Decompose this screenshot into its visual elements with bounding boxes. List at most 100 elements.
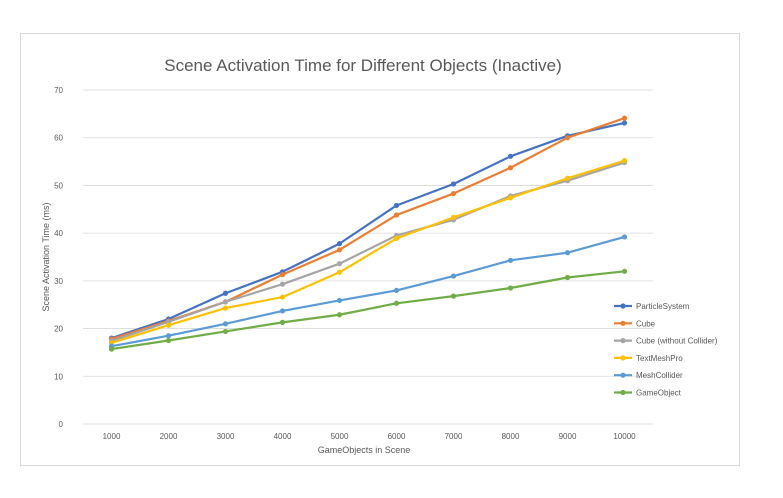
legend-marker-meshcollider (620, 372, 626, 378)
x-tick-10000: 10000 (613, 432, 636, 441)
data-point-textmeshpro-7000 (450, 214, 457, 220)
data-point-meshcollider-9000 (564, 250, 571, 256)
data-point-gameobject-6000 (393, 300, 400, 306)
line-chart: Scene Activation Time for Different Obje… (41, 56, 718, 455)
legend-label-cube-without-collider: Cube (without Collider) (636, 337, 718, 346)
data-point-meshcollider-6000 (393, 287, 400, 293)
series-lines (108, 115, 628, 352)
y-tick-50: 50 (54, 181, 63, 190)
data-point-gameobject-7000 (450, 293, 457, 299)
x-tick-7000: 7000 (445, 432, 463, 441)
data-point-meshcollider-10000 (621, 234, 628, 240)
series-cube (108, 115, 628, 342)
data-point-particlesystem-7000 (450, 181, 457, 187)
data-point-textmeshpro-8000 (507, 195, 514, 201)
data-point-particlesystem-3000 (222, 290, 229, 296)
series-meshcollider (108, 234, 628, 349)
x-tick-8000: 8000 (502, 432, 520, 441)
x-tick-3000: 3000 (217, 432, 235, 441)
legend-label-cube: Cube (636, 319, 656, 328)
legend-marker-cube-without-collider (620, 338, 626, 344)
x-tick-labels: 1000 2000 3000 4000 5000 6000 7000 8000 9000 1000… (103, 432, 637, 441)
data-point-textmeshpro-6000 (393, 235, 400, 241)
data-point-gameobject-10000 (621, 268, 628, 274)
legend-item-meshcollider: MeshCollider (614, 371, 683, 380)
legend-label-particlesystem: ParticleSystem (636, 302, 690, 311)
data-point-cube-6000 (393, 212, 400, 218)
data-point-meshcollider-2000 (165, 333, 172, 339)
y-tick-40: 40 (54, 229, 63, 238)
data-point-cube-4000 (279, 272, 286, 278)
x-tick-6000: 6000 (388, 432, 406, 441)
y-tick-0: 0 (59, 420, 64, 429)
data-point-cube-9000 (564, 135, 571, 141)
legend-item-textmeshpro: TextMeshPro (614, 354, 683, 363)
series-line-particlesystem (110, 121, 626, 340)
y-axis-label: Scene Activation Time (ms) (41, 202, 51, 311)
legend-label-meshcollider: MeshCollider (636, 371, 683, 380)
series-line-cube (110, 117, 626, 341)
data-point-cube-10000 (621, 115, 628, 121)
data-point-gameobject-5000 (336, 312, 343, 318)
data-point-cube-without-collider-3000 (222, 299, 229, 305)
data-point-meshcollider-4000 (279, 308, 286, 314)
data-point-gameobject-3000 (222, 328, 229, 335)
data-point-textmeshpro-4000 (279, 294, 286, 300)
series-line-textmeshpro (110, 159, 626, 344)
y-tick-60: 60 (54, 134, 63, 143)
y-tick-70: 70 (54, 86, 63, 95)
data-point-gameobject-2000 (165, 337, 172, 344)
data-point-cube-without-collider-4000 (279, 281, 286, 287)
series-particlesystem (108, 120, 628, 341)
legend: ParticleSystem Cube Cube (without Collider… (614, 302, 718, 398)
data-point-gameobject-4000 (279, 319, 286, 325)
data-point-textmeshpro-3000 (222, 305, 229, 311)
y-tick-labels: 0 10 20 30 40 50 60 70 (54, 86, 63, 429)
data-point-meshcollider-7000 (450, 273, 457, 279)
x-tick-2000: 2000 (160, 432, 178, 441)
data-point-cube-5000 (336, 247, 343, 253)
y-tick-10: 10 (54, 372, 63, 381)
y-tick-20: 20 (54, 325, 63, 334)
legend-item-particlesystem: ParticleSystem (614, 302, 690, 311)
legend-marker-textmeshpro (620, 355, 626, 361)
data-point-particlesystem-8000 (507, 153, 514, 159)
data-point-textmeshpro-5000 (336, 269, 343, 275)
x-tick-9000: 9000 (559, 432, 577, 441)
data-point-cube-without-collider-5000 (336, 261, 343, 267)
data-point-particlesystem-6000 (393, 202, 400, 209)
y-tick-30: 30 (54, 277, 63, 286)
data-point-particlesystem-5000 (336, 241, 343, 247)
chart-frame: Scene Activation Time for Different Obje… (20, 33, 740, 466)
chart-title: Scene Activation Time for Different Obje… (164, 56, 561, 75)
legend-item-gameobject: GameObject (614, 389, 682, 398)
data-point-particlesystem-10000 (621, 120, 628, 126)
legend-marker-cube (620, 320, 626, 326)
series-cube-without-collider (108, 159, 628, 344)
legend-label-textmeshpro: TextMeshPro (636, 354, 683, 363)
legend-item-cube: Cube (614, 319, 656, 328)
data-point-cube-7000 (450, 190, 457, 197)
series-line-meshcollider (110, 235, 626, 348)
x-axis-label: GameObjects in Scene (318, 445, 411, 455)
data-point-gameobject-9000 (564, 274, 571, 281)
data-point-meshcollider-3000 (222, 321, 229, 327)
data-point-cube-8000 (507, 165, 514, 171)
data-point-meshcollider-5000 (336, 297, 343, 304)
legend-label-gameobject: GameObject (636, 389, 682, 398)
legend-item-cube-without-collider: Cube (without Collider) (614, 337, 718, 346)
data-point-textmeshpro-10000 (621, 158, 628, 164)
x-tick-5000: 5000 (331, 432, 349, 441)
data-point-textmeshpro-9000 (564, 175, 571, 181)
series-gameobject (108, 268, 628, 352)
data-point-gameobject-1000 (108, 346, 115, 352)
legend-marker-particlesystem (620, 303, 626, 309)
series-line-gameobject (110, 270, 626, 351)
x-tick-4000: 4000 (274, 432, 292, 441)
legend-marker-gameobject (620, 389, 626, 396)
series-line-cube-without-collider (110, 161, 626, 343)
data-point-textmeshpro-2000 (165, 322, 172, 328)
data-point-meshcollider-8000 (507, 257, 514, 263)
x-tick-1000: 1000 (103, 432, 121, 441)
data-point-gameobject-8000 (507, 285, 514, 291)
